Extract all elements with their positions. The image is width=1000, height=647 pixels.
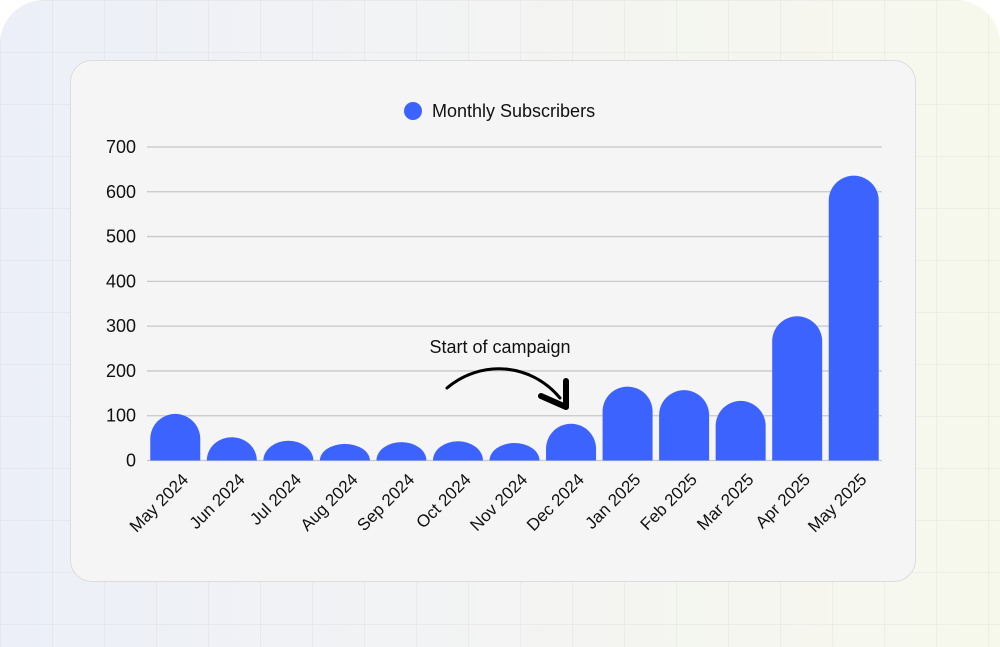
bar-nov-2024 <box>489 443 540 461</box>
bar-jun-2024 <box>206 437 257 461</box>
x-tick-label: Jan 2025 <box>582 470 645 533</box>
y-tick-label: 500 <box>106 227 136 247</box>
x-tick-label: Oct 2024 <box>413 470 475 532</box>
annotation: Start of campaign <box>429 337 571 410</box>
x-tick-label: Nov 2024 <box>466 470 531 535</box>
bar-jul-2024 <box>263 440 314 461</box>
bar-apr-2025 <box>772 316 823 461</box>
bar-sep-2024 <box>376 442 427 461</box>
y-tick-label: 0 <box>126 451 136 471</box>
x-tick-label: Mar 2025 <box>693 470 757 534</box>
arrow-head-icon <box>538 378 569 410</box>
legend: Monthly Subscribers <box>404 101 595 121</box>
y-tick-label: 700 <box>106 137 136 157</box>
bar-feb-2025 <box>659 390 710 461</box>
x-tick-label: Dec 2024 <box>523 470 588 535</box>
annotation-arrow <box>445 367 562 400</box>
y-tick-label: 600 <box>106 182 136 202</box>
x-tick-label: May 2024 <box>126 470 192 536</box>
bar-aug-2024 <box>319 443 370 461</box>
x-tick-label: Jul 2024 <box>246 470 305 529</box>
annotation-text: Start of campaign <box>429 337 570 357</box>
y-tick-label: 100 <box>106 406 136 426</box>
bar-may-2025 <box>828 175 879 461</box>
x-tick-label: Feb 2025 <box>637 470 701 534</box>
legend-label: Monthly Subscribers <box>432 101 595 121</box>
bar-dec-2024 <box>546 423 597 461</box>
y-tick-label: 300 <box>106 316 136 336</box>
x-tick-label: Jun 2024 <box>186 470 249 533</box>
bar-oct-2024 <box>432 441 483 461</box>
y-tick-label: 400 <box>106 271 136 291</box>
bar-mar-2025 <box>715 400 766 461</box>
legend-swatch <box>404 102 422 120</box>
x-tick-label: May 2025 <box>804 470 870 536</box>
bar-jan-2025 <box>602 386 653 461</box>
x-tick-label: Sep 2024 <box>353 470 418 535</box>
bar-may-2024 <box>150 413 201 461</box>
x-tick-label: Aug 2024 <box>297 470 362 535</box>
y-tick-label: 200 <box>106 361 136 381</box>
